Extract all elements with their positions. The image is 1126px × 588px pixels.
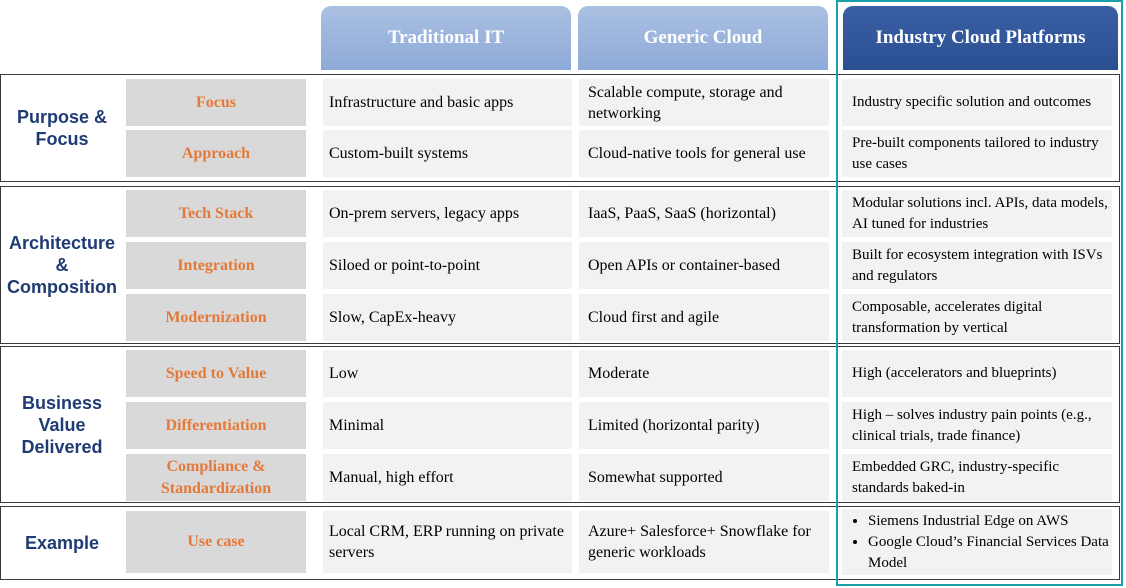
cell-gen-use-case: Azure+ Salesforce+ Snowflake for generic… [579,511,829,573]
row-label-tech-stack: Tech Stack [126,190,306,237]
row-label-differentiation: Differentiation [126,402,306,449]
use-case-bullet: Siemens Industrial Edge on AWS [868,511,1112,532]
use-case-bullet-list: Siemens Industrial Edge on AWS Google Cl… [852,511,1112,574]
row-label-integration: Integration [126,242,306,289]
cell-trad-tech-stack: On-prem servers, legacy apps [323,190,572,237]
row-label-focus: Focus [126,79,306,126]
cell-ind-integration: Built for ecosystem integration with ISV… [842,242,1112,289]
group-label-example: Example [24,533,100,553]
cell-trad-differentiation: Minimal [323,402,572,449]
header-generic-cloud: Generic Cloud [578,6,828,70]
cell-trad-modernization: Slow, CapEx-heavy [323,294,572,341]
group-business-value: Business Value Delivered Speed to Value … [0,346,1120,503]
group-example: Example Use case Local CRM, ERP running … [0,506,1120,580]
cell-gen-modernization: Cloud first and agile [579,294,829,341]
cell-ind-speed: High (accelerators and blueprints) [842,350,1112,397]
row-label-modernization: Modernization [126,294,306,341]
cell-gen-compliance: Somewhat supported [579,454,829,501]
cell-ind-compliance: Embedded GRC, industry-specific standard… [842,454,1112,501]
cell-ind-differentiation: High – solves industry pain points (e.g.… [842,402,1112,449]
cell-trad-compliance: Manual, high effort [323,454,572,501]
cell-ind-focus: Industry specific solution and outcomes [842,79,1112,126]
cell-ind-use-case: Siemens Industrial Edge on AWS Google Cl… [842,509,1112,575]
group-architecture: Architecture & Composition Tech Stack On… [0,186,1120,344]
cell-ind-approach: Pre-built components tailored to industr… [842,130,1112,177]
cell-gen-approach: Cloud-native tools for general use [579,130,829,177]
row-label-compliance: Compliance & Standardization [126,454,306,501]
cell-gen-integration: Open APIs or container-based [579,242,829,289]
group-purpose-focus: Purpose & Focus Focus Infrastructure and… [0,74,1120,182]
cell-trad-use-case: Local CRM, ERP running on private server… [323,511,572,573]
cell-trad-focus: Infrastructure and basic apps [323,79,572,126]
cell-gen-focus: Scalable compute, storage and networking [579,79,829,126]
row-label-speed-to-value: Speed to Value [126,350,306,397]
group-label-business: Business Value Delivered [21,392,103,457]
cell-trad-approach: Custom-built systems [323,130,572,177]
row-label-use-case: Use case [126,511,306,573]
header-traditional-it: Traditional IT [321,6,571,70]
group-label-architecture: Architecture & Composition [7,233,117,297]
cell-gen-differentiation: Limited (horizontal parity) [579,402,829,449]
group-label-purpose: Purpose & Focus [16,107,108,149]
row-label-approach: Approach [126,130,306,177]
cell-trad-speed: Low [323,350,572,397]
cell-trad-integration: Siloed or point-to-point [323,242,572,289]
cell-gen-tech-stack: IaaS, PaaS, SaaS (horizontal) [579,190,829,237]
header-industry-cloud: Industry Cloud Platforms [843,6,1118,70]
cell-gen-speed: Moderate [579,350,829,397]
use-case-bullet: Google Cloud’s Financial Services Data M… [868,532,1112,574]
cell-ind-tech-stack: Modular solutions incl. APIs, data model… [842,190,1112,237]
cell-ind-modernization: Composable, accelerates digital transfor… [842,294,1112,341]
